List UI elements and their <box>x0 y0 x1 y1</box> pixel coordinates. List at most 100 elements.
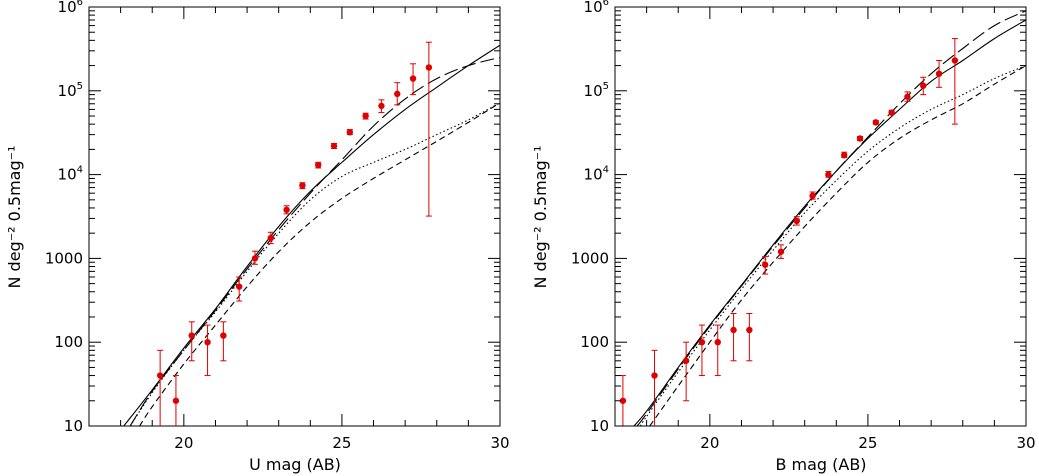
model-curve-longdash <box>129 56 500 426</box>
data-point <box>204 324 211 377</box>
model-curve-longdash <box>636 10 1026 426</box>
data-marker <box>188 332 195 339</box>
data-marker <box>394 90 401 98</box>
data-marker <box>682 357 690 364</box>
y-tick-label: 1000 <box>571 249 609 267</box>
data-point <box>888 109 895 116</box>
axis-ticks: 20 25 30 10 100 1000 104 105 106 <box>45 0 510 452</box>
y-tick-label: 105 <box>584 81 609 100</box>
y-tick-label: 10 <box>64 417 83 435</box>
data-point <box>825 170 832 178</box>
data-marker <box>172 397 180 404</box>
data-marker <box>888 109 895 116</box>
data-point <box>172 375 180 426</box>
data-point <box>188 321 195 362</box>
data-marker <box>777 248 785 255</box>
data-marker <box>283 206 290 214</box>
plot-frame <box>88 6 501 427</box>
data-point <box>746 313 753 362</box>
data-marker <box>156 372 164 379</box>
model-curve-solid <box>633 19 1026 426</box>
data-point <box>698 324 706 377</box>
data-point <box>777 244 785 259</box>
data-marker <box>315 161 322 169</box>
data-marker <box>362 112 369 120</box>
data-marker <box>330 142 338 150</box>
x-axis-label: U mag (AB) <box>249 455 341 474</box>
y-tick-label: 10 <box>590 417 609 435</box>
data-point <box>425 41 433 217</box>
data-marker <box>220 332 227 339</box>
data-point <box>809 191 816 200</box>
y-tick-label: 105 <box>58 81 83 100</box>
data-marker <box>872 119 880 126</box>
data-point <box>651 349 658 426</box>
data-marker <box>299 182 306 189</box>
model-curve-dashed <box>649 65 1026 426</box>
data-marker <box>409 75 417 82</box>
x-tick-label: 30 <box>490 434 509 452</box>
data-marker <box>425 64 433 71</box>
data-marker <box>825 171 832 178</box>
data-marker <box>746 326 753 334</box>
data-marker <box>730 326 737 334</box>
model-curves <box>123 44 500 426</box>
data-marker <box>251 255 259 262</box>
data-marker <box>651 372 658 379</box>
data-point <box>730 313 737 362</box>
model-curve-dashed <box>139 102 500 426</box>
data-marker <box>841 152 848 159</box>
data-marker <box>920 82 927 89</box>
data-point <box>409 63 417 96</box>
axis-ticks: 20 25 30 10 100 1000 104 105 106 <box>571 0 1036 452</box>
data-point <box>362 112 369 120</box>
data-points <box>619 38 959 426</box>
data-point <box>920 76 927 96</box>
data-marker <box>935 70 943 77</box>
data-point <box>267 231 274 245</box>
model-curve-dotted <box>639 65 1026 426</box>
y-axis-label: N deg⁻² 0.5mag⁻¹ <box>531 145 550 288</box>
data-point <box>251 250 259 265</box>
data-point <box>299 182 306 190</box>
data-point <box>872 119 880 126</box>
data-point <box>378 99 385 114</box>
data-point <box>841 151 848 159</box>
data-point <box>220 321 227 362</box>
data-point <box>394 82 401 106</box>
data-point <box>156 349 164 426</box>
data-point <box>346 129 354 136</box>
y-tick-label: 104 <box>584 165 609 184</box>
chart-panel-u: 20 25 30 10 100 1000 104 105 106 U mag (AB) N de… <box>5 0 510 474</box>
data-point <box>714 324 721 377</box>
model-curves <box>633 10 1026 426</box>
plot-frame <box>614 6 1027 427</box>
data-marker <box>204 339 211 346</box>
y-tick-label: 106 <box>58 0 83 16</box>
x-tick-label: 20 <box>174 434 193 452</box>
data-marker <box>235 283 243 290</box>
data-marker <box>856 135 864 142</box>
data-marker <box>761 261 769 268</box>
data-point <box>330 142 338 150</box>
y-axis-label: N deg⁻² 0.5mag⁻¹ <box>5 145 24 288</box>
data-point <box>315 161 322 169</box>
data-point <box>761 256 769 275</box>
y-tick-label: 100 <box>580 333 609 351</box>
data-marker <box>267 234 274 242</box>
y-tick-label: 100 <box>54 333 83 351</box>
data-marker <box>793 217 800 225</box>
data-marker <box>378 102 385 110</box>
x-tick-label: 25 <box>332 434 351 452</box>
data-point <box>856 135 864 142</box>
data-marker <box>619 397 627 404</box>
data-point <box>235 276 243 302</box>
y-tick-label: 104 <box>58 165 83 184</box>
x-tick-label: 30 <box>1016 434 1035 452</box>
x-tick-label: 25 <box>858 434 877 452</box>
model-curve-dotted <box>129 102 500 426</box>
y-tick-label: 1000 <box>45 249 83 267</box>
data-point <box>793 216 800 226</box>
data-points <box>156 41 433 426</box>
